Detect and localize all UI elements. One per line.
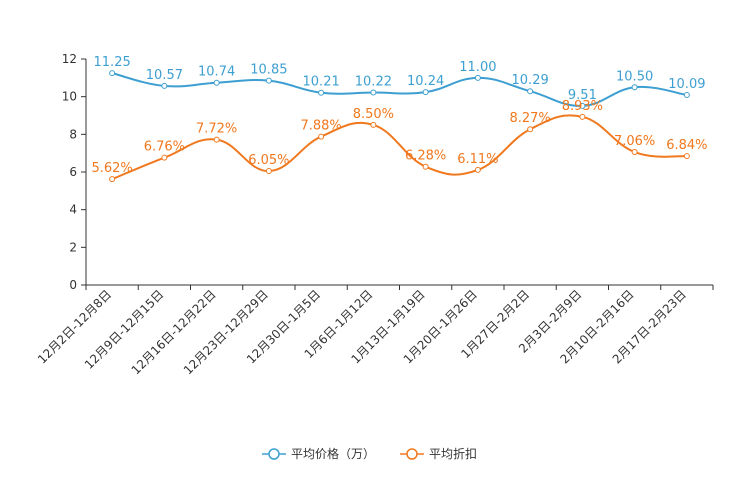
data-label: 9.51 bbox=[568, 88, 597, 103]
data-point bbox=[109, 176, 116, 183]
series-price: 11.25 10.57 10.74 10.85 10.21 10.22 10.24 11.00… bbox=[94, 55, 705, 109]
y-tick-label: 6 bbox=[69, 165, 77, 179]
legend-item-discount: 平均折扣 bbox=[400, 446, 477, 461]
data-point bbox=[683, 91, 690, 98]
data-point bbox=[579, 113, 586, 120]
data-label: 8.27% bbox=[509, 111, 550, 126]
data-label: 8.93% bbox=[562, 99, 603, 114]
data-label: 10.74 bbox=[198, 65, 235, 80]
data-label: 6.76% bbox=[144, 140, 185, 155]
data-label: 11.00 bbox=[459, 60, 496, 75]
data-label: 8.50% bbox=[353, 107, 394, 122]
data-point bbox=[527, 88, 534, 95]
series-group: 11.25 10.57 10.74 10.85 10.21 10.22 10.24 11.00… bbox=[91, 55, 708, 183]
data-point bbox=[527, 126, 534, 133]
data-label: 7.72% bbox=[196, 122, 237, 137]
legend-label: 平均价格（万） bbox=[291, 446, 375, 461]
data-point bbox=[161, 82, 168, 89]
data-label: 10.57 bbox=[146, 68, 183, 83]
data-point bbox=[213, 79, 220, 86]
data-label: 10.29 bbox=[512, 73, 549, 88]
data-point bbox=[161, 154, 168, 161]
data-point bbox=[474, 74, 481, 81]
data-point bbox=[631, 84, 638, 91]
legend: 平均价格（万） 平均折扣 bbox=[262, 446, 477, 461]
y-tick-label: 4 bbox=[69, 203, 77, 217]
data-point bbox=[265, 77, 272, 84]
data-point bbox=[109, 70, 116, 77]
y-axis: 0 2 4 6 8 10 12 bbox=[62, 52, 87, 292]
data-point bbox=[422, 89, 429, 96]
data-point bbox=[683, 153, 690, 160]
legend-label: 平均折扣 bbox=[429, 446, 477, 461]
data-point bbox=[318, 133, 325, 140]
y-tick-label: 0 bbox=[69, 278, 77, 292]
data-label: 10.24 bbox=[407, 74, 444, 89]
data-point bbox=[474, 166, 481, 173]
data-label: 6.84% bbox=[666, 138, 707, 153]
data-point bbox=[631, 149, 638, 156]
y-tick-label: 2 bbox=[69, 240, 77, 254]
data-point bbox=[213, 136, 220, 143]
data-label: 5.62% bbox=[91, 161, 132, 176]
data-label: 11.25 bbox=[94, 55, 131, 70]
y-tick-label: 8 bbox=[69, 127, 77, 141]
y-tick-label: 10 bbox=[62, 90, 77, 104]
data-point bbox=[422, 163, 429, 170]
data-label: 10.09 bbox=[668, 77, 705, 92]
data-label: 10.50 bbox=[616, 69, 653, 84]
data-label: 10.85 bbox=[250, 63, 287, 78]
data-point bbox=[370, 89, 377, 96]
series-line bbox=[111, 72, 688, 107]
data-point bbox=[318, 89, 325, 96]
legend-item-price: 平均价格（万） bbox=[262, 446, 375, 461]
data-label: 6.05% bbox=[248, 153, 289, 168]
data-label: 10.21 bbox=[303, 75, 340, 90]
series-discount: 5.62% 6.76% 7.72% 6.05% 7.88% 8.50% 6.28% 6.11%… bbox=[91, 99, 708, 183]
data-label: 10.22 bbox=[355, 75, 392, 90]
legend-marker bbox=[268, 448, 280, 460]
data-point bbox=[579, 102, 586, 109]
data-label: 7.88% bbox=[300, 119, 341, 134]
data-label: 7.06% bbox=[614, 134, 655, 149]
data-label: 6.28% bbox=[405, 149, 446, 164]
data-point bbox=[265, 168, 272, 175]
y-tick-label: 12 bbox=[62, 52, 77, 66]
data-label: 6.11% bbox=[457, 152, 498, 167]
data-point bbox=[370, 121, 377, 128]
legend-marker bbox=[406, 448, 418, 460]
x-axis: 12月2日-12月8日12月9日-12月15日12月16日-12月22日12月2… bbox=[35, 284, 714, 377]
